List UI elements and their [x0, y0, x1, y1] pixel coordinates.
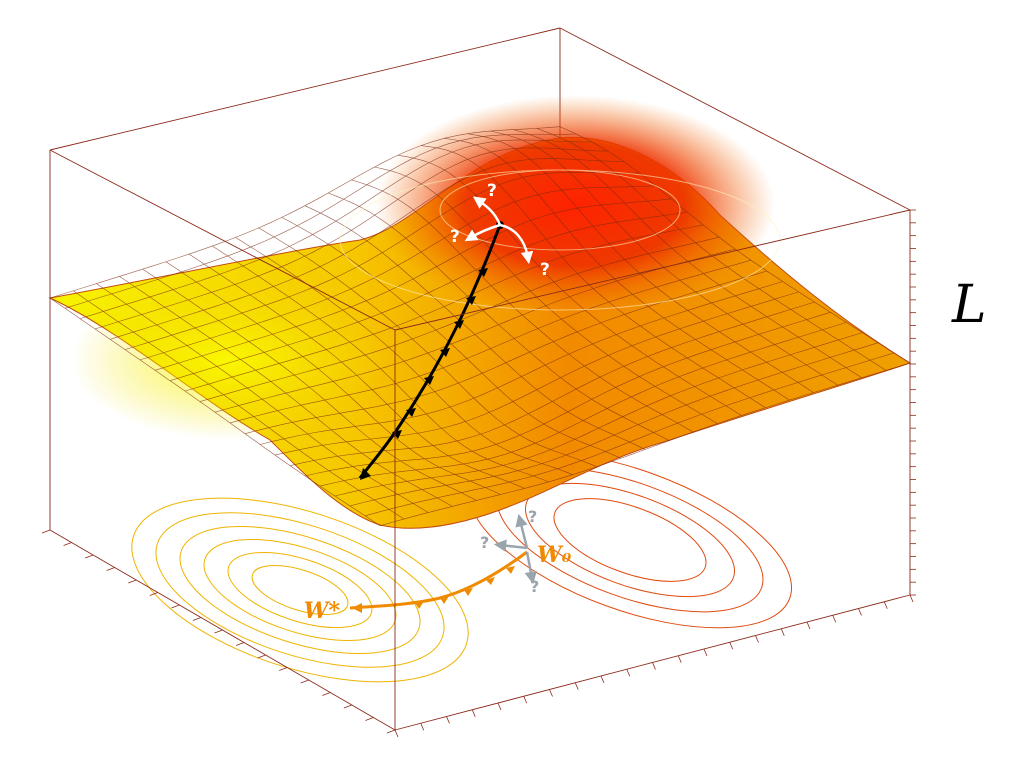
tick-mark	[300, 679, 309, 684]
tick-mark	[883, 601, 888, 609]
tick-mark	[626, 669, 631, 677]
tick-mark	[549, 689, 553, 697]
arrow-head-icon	[486, 577, 495, 585]
mesh-line	[334, 332, 863, 497]
hint-question-gray-2: ?	[480, 533, 489, 552]
surface-valley-shade	[70, 280, 390, 440]
end-point-label: W*	[304, 598, 341, 624]
tick-mark	[574, 682, 579, 690]
tick-mark	[600, 675, 605, 684]
mesh-line	[420, 145, 766, 408]
mesh-line	[379, 362, 911, 526]
mesh-line	[259, 281, 783, 445]
tick-mark	[497, 702, 502, 711]
arrow-head-icon	[360, 468, 371, 480]
tick-mark	[446, 716, 450, 724]
loss-surface	[48, 95, 912, 529]
contour-left-valley	[131, 497, 469, 683]
mesh-line	[328, 192, 670, 441]
tick-mark	[235, 642, 245, 646]
hint-question-gray-1: ?	[528, 507, 537, 526]
mesh-line	[364, 352, 895, 517]
arrow-head-icon	[464, 588, 473, 596]
arrow-head-icon	[424, 376, 434, 385]
tick-mark	[780, 628, 785, 636]
contour-hint-arrows	[493, 513, 537, 585]
mesh-line	[349, 342, 879, 507]
tick-mark	[386, 729, 396, 734]
tick-mark	[171, 604, 180, 609]
hint-question-gray-3: ?	[530, 577, 539, 596]
tick-mark	[858, 608, 862, 616]
surface-descent-path: ? ? ?	[358, 181, 550, 480]
tick-mark	[703, 648, 708, 657]
start-point-label: W₀	[537, 542, 572, 568]
mesh-line	[304, 312, 831, 477]
hint-question-white-3: ?	[540, 260, 550, 280]
arrow-head-icon	[406, 408, 416, 417]
arrow-head-icon	[440, 348, 450, 357]
tick-mark	[652, 662, 656, 670]
tick-mark	[41, 529, 51, 534]
tick-mark	[343, 704, 353, 709]
tick-mark	[420, 723, 425, 731]
mesh-line	[289, 301, 815, 466]
arrow-head-icon	[440, 596, 449, 604]
mesh-line	[214, 248, 736, 413]
tick-mark	[677, 655, 682, 663]
arrow-head-icon	[506, 566, 515, 574]
loss-axis-label: L	[951, 275, 987, 335]
tick-mark	[523, 696, 528, 704]
arrow-head-icon	[392, 430, 402, 439]
tick-mark	[471, 709, 476, 717]
arrow-head-icon	[466, 296, 476, 305]
tick-mark	[365, 717, 374, 721]
arrow-head-icon	[454, 320, 464, 329]
tick-mark	[106, 567, 115, 571]
tick-mark	[729, 642, 734, 650]
hint-question-white-2: ?	[450, 227, 460, 247]
tick-mark	[214, 629, 223, 634]
mesh-line	[374, 166, 718, 424]
tick-mark	[394, 729, 399, 738]
mesh-line	[536, 128, 887, 371]
tick-mark	[279, 667, 288, 671]
mesh-line	[351, 179, 694, 433]
arrow-head-icon	[415, 601, 424, 609]
mesh-line	[229, 259, 751, 424]
contour-path-arrows	[352, 566, 515, 613]
tick-mark	[257, 654, 266, 659]
mesh-line	[397, 155, 742, 416]
tick-mark	[909, 594, 914, 603]
tick-mark	[84, 554, 94, 559]
mesh-line	[467, 133, 814, 393]
surface-path-arrows	[360, 268, 488, 480]
surface-mesh	[49, 126, 911, 526]
tick-mark	[322, 692, 331, 696]
surface-hint-arrows	[464, 196, 534, 265]
mesh-line	[444, 138, 790, 401]
mesh-line	[319, 322, 847, 487]
tick-mark	[63, 542, 72, 546]
tick-mark	[806, 621, 811, 630]
arrow-head-icon	[478, 268, 488, 277]
contour-descent-path: ? ? ? W₀ W*	[304, 507, 572, 624]
hint-question-white-1: ?	[487, 181, 497, 201]
tick-mark	[192, 617, 202, 621]
arrow-head-icon	[352, 603, 362, 613]
mesh-line	[274, 291, 799, 456]
tick-mark	[832, 615, 837, 623]
mesh-line	[559, 126, 911, 364]
mesh-line	[244, 270, 767, 434]
tick-mark	[755, 635, 759, 643]
tick-mark	[149, 592, 158, 596]
axis-ticks	[41, 209, 916, 738]
tick-mark	[128, 579, 137, 584]
